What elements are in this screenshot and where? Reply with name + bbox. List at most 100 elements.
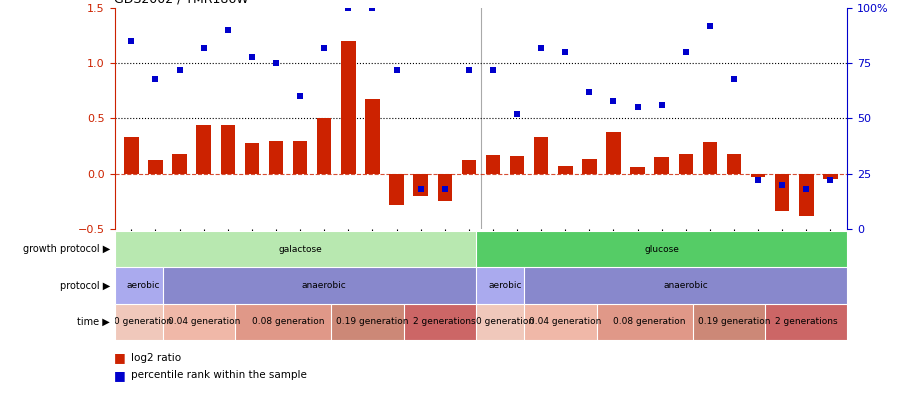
Bar [726, 154, 741, 174]
Point [148, 75, 163, 82]
Point [775, 181, 790, 188]
Bar [196, 125, 211, 174]
Bar [510, 156, 524, 174]
Bar [630, 167, 645, 174]
Bar [799, 174, 813, 215]
Bar [485, 155, 500, 174]
Text: 0 generation: 0 generation [476, 318, 534, 326]
Bar [221, 125, 235, 174]
Bar [245, 143, 259, 174]
Text: 2 generations: 2 generations [413, 318, 476, 326]
Bar [172, 154, 187, 174]
Point [196, 45, 211, 51]
Bar [524, 267, 847, 304]
Bar [654, 157, 669, 174]
Point [438, 186, 453, 192]
Bar [268, 141, 283, 174]
Text: 0.19 generation: 0.19 generation [336, 318, 409, 326]
Bar [413, 174, 428, 196]
Point [654, 102, 669, 109]
Text: GDS2002 / YMR186W: GDS2002 / YMR186W [114, 0, 249, 6]
Bar [534, 137, 549, 174]
Point [341, 5, 355, 11]
Text: 0.04 generation: 0.04 generation [168, 318, 240, 326]
Text: 2 generations: 2 generations [775, 318, 837, 326]
Bar [235, 304, 341, 340]
Point [534, 45, 549, 51]
Point [462, 67, 476, 73]
Bar [163, 304, 245, 340]
Bar [404, 304, 485, 340]
Text: glucose: glucose [644, 245, 679, 254]
Point [293, 93, 308, 100]
Point [703, 23, 717, 29]
Text: time ▶: time ▶ [77, 317, 110, 327]
Point [124, 38, 138, 45]
Bar [365, 98, 379, 174]
Point [751, 177, 766, 183]
Bar [148, 160, 163, 174]
Point [485, 67, 500, 73]
Bar [476, 267, 534, 304]
Text: protocol ▶: protocol ▶ [60, 281, 110, 290]
Bar [332, 304, 413, 340]
Point [317, 45, 332, 51]
Point [389, 67, 404, 73]
Bar [317, 119, 332, 174]
Text: ■: ■ [114, 352, 130, 365]
Bar [583, 159, 596, 174]
Bar [163, 267, 485, 304]
Bar [596, 304, 703, 340]
Point [606, 98, 621, 104]
Text: ■: ■ [114, 369, 130, 382]
Point [679, 49, 693, 55]
Point [245, 53, 259, 60]
Text: 0.08 generation: 0.08 generation [252, 318, 324, 326]
Bar [114, 304, 172, 340]
Bar [293, 141, 308, 174]
Bar [679, 154, 693, 174]
Point [799, 186, 813, 192]
Point [726, 75, 741, 82]
Text: percentile rank within the sample: percentile rank within the sample [131, 370, 307, 380]
Bar [558, 166, 572, 174]
Text: 0.04 generation: 0.04 generation [529, 318, 602, 326]
Text: anaerobic: anaerobic [663, 281, 708, 290]
Bar [766, 304, 847, 340]
Point [365, 5, 380, 11]
Text: 0.19 generation: 0.19 generation [698, 318, 770, 326]
Bar [823, 174, 837, 179]
Bar [476, 304, 534, 340]
Bar [775, 174, 790, 211]
Bar [114, 231, 485, 267]
Text: 0.08 generation: 0.08 generation [614, 318, 686, 326]
Bar [524, 304, 606, 340]
Bar [389, 174, 404, 205]
Bar [703, 142, 717, 174]
Point [823, 177, 838, 183]
Text: 0 generation: 0 generation [114, 318, 172, 326]
Point [558, 49, 572, 55]
Point [630, 104, 645, 111]
Bar [751, 174, 766, 177]
Bar [114, 267, 172, 304]
Text: galactose: galactose [278, 245, 322, 254]
Point [172, 67, 187, 73]
Bar [476, 231, 847, 267]
Point [509, 111, 524, 117]
Text: aerobic: aerobic [488, 281, 522, 290]
Text: log2 ratio: log2 ratio [131, 353, 181, 363]
Bar [341, 41, 355, 174]
Bar [693, 304, 775, 340]
Point [268, 60, 283, 66]
Bar [438, 174, 452, 201]
Bar [125, 137, 138, 174]
Text: growth protocol ▶: growth protocol ▶ [23, 244, 110, 254]
Text: aerobic: aerobic [126, 281, 160, 290]
Text: anaerobic: anaerobic [302, 281, 346, 290]
Bar [606, 132, 621, 174]
Point [413, 186, 428, 192]
Bar [462, 160, 476, 174]
Point [582, 89, 596, 95]
Point [221, 27, 235, 34]
